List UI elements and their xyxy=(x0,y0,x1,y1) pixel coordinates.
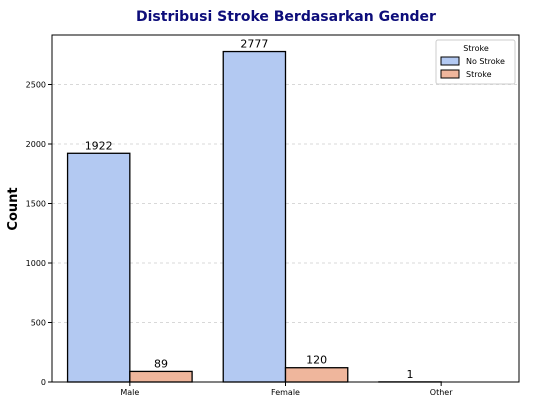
bar-no-stroke-male xyxy=(66,152,131,383)
y-tick-label: 1000 xyxy=(26,259,46,268)
legend-swatch xyxy=(440,56,460,66)
y-tick-label: 2500 xyxy=(26,81,46,90)
bar-stroke-male xyxy=(129,370,193,383)
bar-no-stroke-female xyxy=(222,50,287,383)
x-tick-label: Female xyxy=(271,388,300,397)
y-tick-label: 2000 xyxy=(26,140,46,149)
bar-stroke-female xyxy=(284,367,349,383)
y-tick-label: 0 xyxy=(41,378,46,387)
legend-swatch xyxy=(440,69,460,79)
bar-value-label: 89 xyxy=(154,357,168,370)
chart-title: Distribusi Stroke Berdasarkan Gender xyxy=(136,9,436,25)
bar-value-label: 2777 xyxy=(240,38,268,51)
y-axis-label: Count xyxy=(6,187,21,230)
legend: Stroke No Stroke Stroke xyxy=(435,39,516,85)
bars xyxy=(66,50,442,383)
legend-title: Stroke xyxy=(463,44,489,53)
legend-entry: Stroke xyxy=(466,70,492,79)
bar-value-label: 120 xyxy=(306,354,327,367)
x-tick-label: Other xyxy=(430,388,453,397)
bar-value-label: 1 xyxy=(407,368,414,381)
bar-labels: 1922 89 2777 120 1 xyxy=(85,38,414,381)
x-axis: Male Female Other xyxy=(120,382,453,397)
x-tick-label: Male xyxy=(120,388,139,397)
legend-entry: No Stroke xyxy=(466,57,505,66)
y-tick-label: 1500 xyxy=(26,200,46,209)
y-axis: 0 500 1000 1500 2000 2500 xyxy=(26,81,52,387)
y-tick-label: 500 xyxy=(31,319,46,328)
bar-value-label: 1922 xyxy=(85,139,113,152)
